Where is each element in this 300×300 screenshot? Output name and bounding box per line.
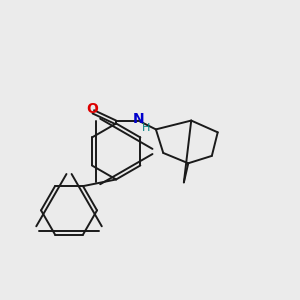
- Text: H: H: [141, 123, 150, 133]
- Text: O: O: [87, 102, 98, 116]
- Text: N: N: [132, 112, 144, 126]
